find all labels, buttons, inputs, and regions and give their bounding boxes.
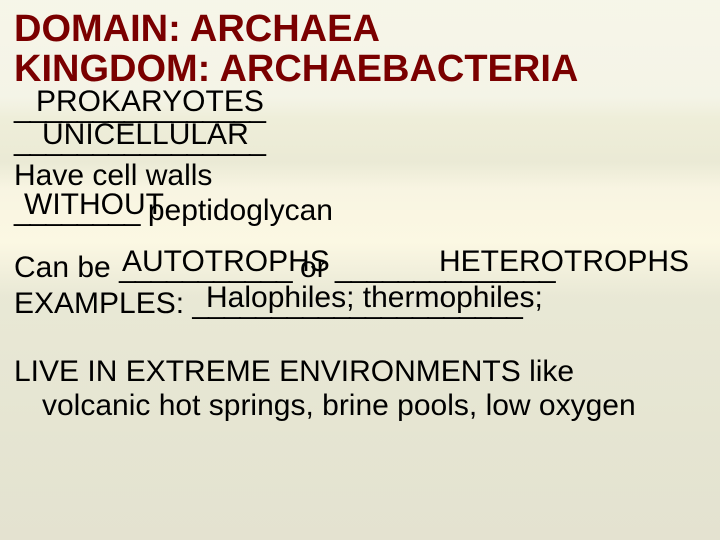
slide-content: DOMAIN: ARCHAEA KINGDOM: ARCHAEBACTERIA …: [0, 0, 720, 423]
text-live-line-2: volcanic hot springs, brine pools, low o…: [42, 389, 706, 423]
text-live-line-1: LIVE IN EXTREME ENVIRONMENTS like: [14, 355, 706, 389]
row-can-be: AUTOTROPHS HETEROTROPHS Can be _________…: [14, 252, 706, 284]
answer-unicellular: UNICELLULAR: [42, 119, 249, 151]
answer-examples: Halophiles; thermophiles;: [206, 282, 543, 314]
blank-row-unicellular: UNICELLULAR ________________: [14, 125, 706, 157]
text-examples-label: EXAMPLES:: [14, 287, 192, 320]
text-peptidoglycan: peptidoglycan: [139, 194, 332, 227]
answer-prokaryotes: PROKARYOTES: [36, 86, 264, 118]
answer-without: WITHOUT: [24, 189, 164, 221]
answer-heterotrophs: HETEROTROPHS: [439, 246, 689, 278]
title-line-2: KINGDOM: ARCHAEBACTERIA: [14, 50, 706, 90]
blank-row-without: WITHOUT ________ peptidoglycan: [14, 195, 706, 227]
answer-autotrophs: AUTOTROPHS: [122, 246, 330, 278]
row-examples: Halophiles; thermophiles; EXAMPLES: ____…: [14, 288, 706, 320]
title-line-1: DOMAIN: ARCHAEA: [14, 10, 706, 50]
text-can-be: Can be: [14, 251, 119, 284]
